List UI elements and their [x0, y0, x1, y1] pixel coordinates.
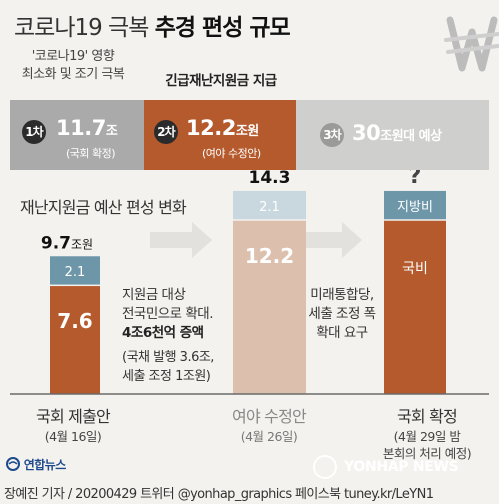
title-part-1: 코로나19 극복 [14, 15, 155, 41]
yonhap-news-logo: YONHAP NEWS [344, 459, 459, 475]
segment-label-national-3: 국비 [402, 261, 428, 277]
bar-national-1 [50, 286, 100, 394]
annotation-1-line-2: 전국민으로 확대. [122, 306, 214, 322]
bar-local-3 [384, 190, 446, 220]
round-2-segment: 2차 12.2조원 (여야 수정안) [144, 100, 296, 170]
round-1-badge: 1차 [22, 120, 46, 144]
yonhap-logo-text: 연합뉴스 [23, 458, 67, 472]
annotation-1-line-1: 지원금 대상 [122, 287, 186, 303]
round-1-value: 11.7 [56, 116, 106, 140]
credit-line: 장예진 기자 / 20200429 트위터 @yonhap_graphics 페… [4, 487, 434, 502]
round-3-value: 30 [352, 121, 381, 145]
chart-bars [50, 190, 446, 394]
round-2-amount: 12.2조원 [186, 116, 259, 140]
annotation-2-line-1: 미래통합당, [310, 287, 374, 303]
annotation-2: 미래통합당, 세출 조정 폭 확대 요구 [304, 286, 380, 343]
annotation-1-bold: 4조6천억 증액 [122, 325, 204, 341]
x-sublabel-3: (4월 29일 밤 본회의 처리 예정) [360, 428, 494, 462]
x-label-1: 국회 제출안 [36, 407, 111, 426]
flow-arrow-icon [300, 222, 362, 258]
round-3-segment: 3차 30조원대 예상 [296, 100, 489, 170]
segment-label-local-1: 2.1 [65, 265, 86, 280]
x-sublabel-3-line-1: (4월 29일 밤 [393, 429, 461, 444]
annotation-1-detail: (국채 발행 3.6조, 세출 조정 1조원) [122, 348, 214, 386]
yonhap-news-emblem-icon [313, 455, 337, 479]
caption-1-line-2: 최소화 및 조기 극복 [21, 67, 125, 82]
flow-arrows [150, 222, 362, 258]
page-title: 코로나19 극복 추경 편성 규모 [14, 8, 291, 42]
segment-label-local-2: 2.1 [259, 200, 280, 215]
segment-label-local-3: 지방비 [397, 200, 433, 215]
x-label-3: 국회 확정 [397, 407, 458, 426]
round-2-badge: 2차 [154, 120, 178, 144]
total-unit-1: 조원 [71, 237, 93, 251]
caption-1-line-1: '코로나19' 영향 [31, 49, 115, 64]
total-label-1: 9.7조원 [41, 233, 93, 253]
round-3-badge: 3차 [320, 123, 344, 147]
round-1-amount: 11.7조 [56, 116, 118, 140]
bar-local-1 [50, 256, 100, 285]
x-sublabel-2: (4월 26일) [240, 429, 298, 444]
round-1-unit: 조 [105, 124, 118, 139]
title-part-2: 추경 편성 규모 [154, 15, 291, 41]
annotation-2-line-2: 세출 조정 폭 [308, 306, 376, 322]
supplementary-budget-banner: 1차 11.7조 (국회 확정) 2차 12.2조원 (여야 수정안) 3차 3… [10, 100, 489, 170]
total-label-2: 14.3 [249, 170, 291, 188]
annotation-1-sub-1: (국채 발행 3.6조, [122, 350, 214, 365]
segment-label-national-2: 12.2 [245, 244, 294, 268]
section-title: 재난지원금 예산 편성 변화 [20, 198, 187, 217]
bar-national-2 [233, 220, 306, 394]
segment-label-national-1: 7.6 [57, 309, 92, 333]
round-2-unit: 조원 [235, 124, 259, 139]
caption-round-2: 긴급재난지원금 지급 [165, 73, 277, 89]
chart-labels: 7.6 2.1 9.7조원 12.2 2.1 14.3 국비 지방비? [41, 170, 433, 333]
round-2-note: (여야 수정안) [202, 147, 261, 160]
budget-change-chart: 7.6 2.1 9.7조원 12.2 2.1 14.3 국비 지방비? [10, 170, 489, 395]
total-label-3: ? [409, 170, 422, 189]
round-3-amount: 30조원대 예상 [352, 121, 442, 145]
bar-national-3 [384, 220, 446, 394]
caption-round-1: '코로나19' 영향 최소화 및 조기 극복 [18, 48, 128, 84]
won-sign-icon [444, 16, 499, 72]
x-sublabel-3-line-2: 본회의 처리 예정) [382, 446, 472, 461]
round-1-note: (국회 확정) [66, 147, 116, 160]
x-sublabel-1: (4월 16일) [44, 429, 102, 444]
annotation-1: 지원금 대상 전국민으로 확대. [122, 286, 214, 324]
round-1-segment: 1차 11.7조 (국회 확정) [10, 100, 144, 170]
yonhap-globe-icon [6, 457, 20, 471]
bar-local-2 [233, 190, 306, 220]
annotation-1-sub-2: 세출 조정 1조원) [122, 369, 211, 384]
round-3-unit: 조원대 예상 [380, 129, 442, 144]
round-2-value: 12.2 [186, 116, 236, 140]
annotation-2-line-3: 확대 요구 [316, 325, 368, 341]
yonhap-logo: 연합뉴스 [6, 456, 66, 473]
x-label-2: 여야 수정안 [232, 407, 307, 426]
flow-arrow-icon [150, 222, 212, 258]
